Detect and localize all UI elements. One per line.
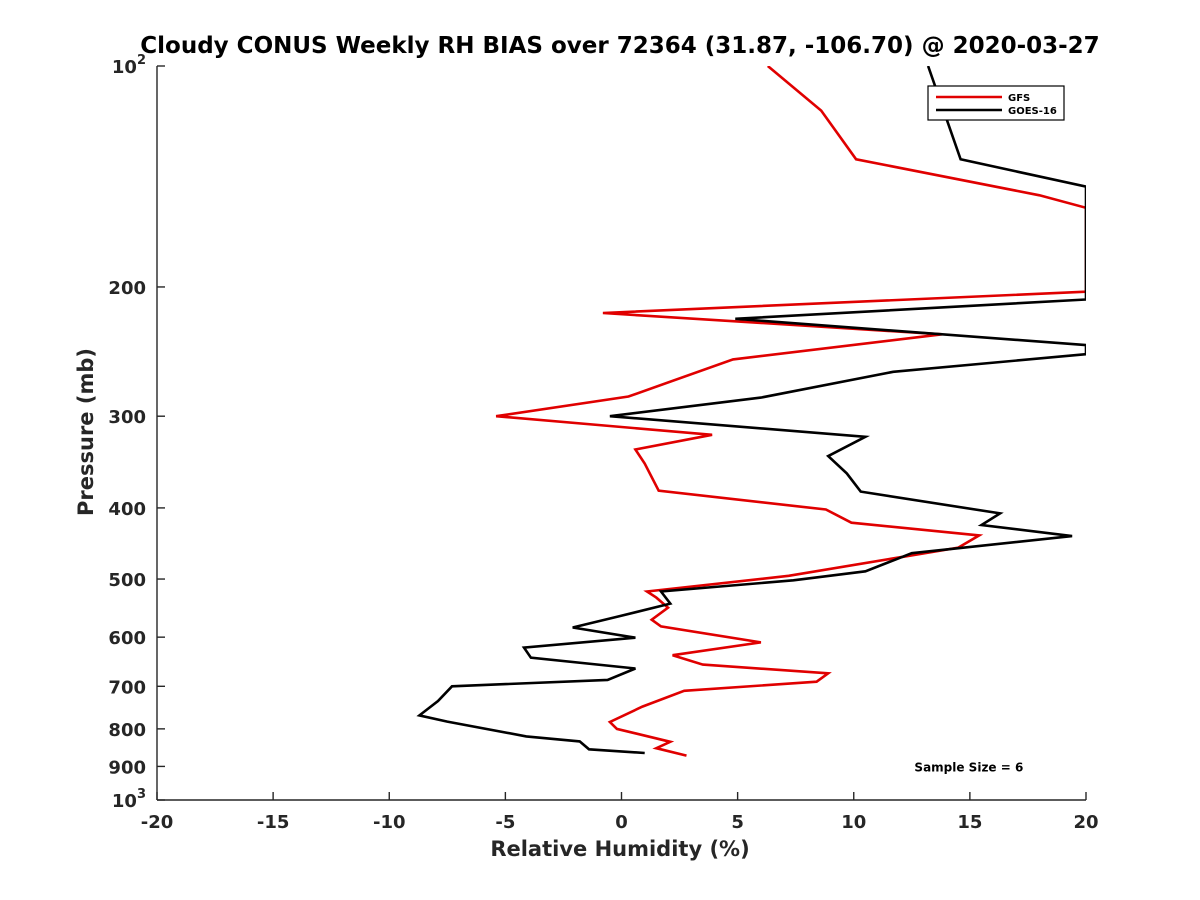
axes: -20 -15 -10 -5 0 5 10 15 20 102 200 300 400 500 600 700… [108, 53, 1098, 833]
y-tick-label: 400 [108, 499, 146, 520]
y-tick-label: 200 [108, 278, 146, 299]
y-tick-label: 700 [108, 677, 146, 698]
legend: GFS GOES-16 [927, 85, 1065, 121]
y-tick-label: 103 [112, 787, 146, 812]
y-tick-label: 300 [108, 407, 146, 428]
x-tick-label: 15 [957, 812, 982, 833]
legend-label: GOES-16 [1008, 106, 1057, 117]
legend-box [927, 85, 1065, 121]
x-tick-label: 5 [731, 812, 744, 833]
annotations: Sample Size = 6 [914, 760, 1023, 774]
y-tick-label: 600 [108, 628, 146, 649]
x-tick-label: -10 [373, 812, 406, 833]
y-tick-label: 500 [108, 570, 146, 591]
series-line-goes-16 [416, 66, 1086, 755]
x-tick-label: 0 [615, 812, 628, 833]
chart-title: Cloudy CONUS Weekly RH BIAS over 72364 (… [140, 33, 1099, 59]
x-tick-label: 20 [1073, 812, 1098, 833]
x-axis-label: Relative Humidity (%) [490, 837, 749, 861]
y-axis-label: Pressure (mb) [74, 348, 98, 516]
x-tick-label: 10 [841, 812, 866, 833]
legend-label: GFS [1008, 93, 1030, 104]
y-tick-label: 800 [108, 720, 146, 741]
y-tick-label: 102 [112, 53, 146, 78]
sample-size-annotation: Sample Size = 6 [914, 760, 1023, 774]
x-tick-label: -15 [257, 812, 290, 833]
x-tick-label: -20 [141, 812, 174, 833]
plot-area [416, 66, 1086, 757]
x-tick-label: -5 [495, 812, 515, 833]
y-tick-label: 900 [108, 757, 146, 778]
